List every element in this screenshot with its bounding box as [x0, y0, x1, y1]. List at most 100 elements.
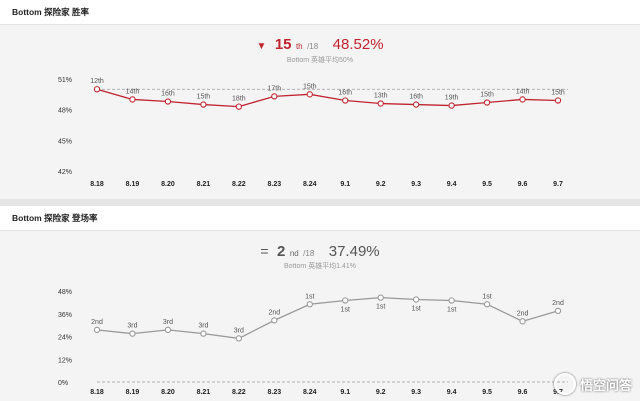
winrate-data-point	[200, 101, 207, 108]
winrate-x-tick-label: 9.3	[411, 181, 421, 188]
winrate-data-point	[129, 96, 136, 103]
winrate-x-tick-label: 9.2	[376, 181, 386, 188]
winrate-data-point	[164, 98, 172, 105]
pickrate-panel: Bottom 探险家 登场率 = 2 nd /18 37.49% Bottom …	[0, 206, 640, 399]
pickrate-rank-suffix: nd	[289, 249, 299, 258]
pickrate-x-tick-label: 8.20	[161, 389, 175, 396]
winrate-data-point	[413, 101, 420, 108]
pickrate-x-tick-label: 8.23	[267, 389, 281, 396]
winrate-panel: Bottom 探险家 胜率 ▼ 15 th /18 48.52% Bottom …	[0, 0, 640, 199]
winrate-data-point	[342, 97, 349, 104]
winrate-data-point	[519, 96, 526, 103]
pickrate-data-label: 1st	[447, 306, 456, 313]
watermark-logo-icon	[553, 373, 576, 395]
pickrate-x-tick-label: 9.5	[482, 389, 492, 396]
winrate-rank: 15	[274, 36, 292, 53]
winrate-data-label: 14th	[126, 88, 140, 95]
winrate-data-point	[483, 99, 491, 106]
pickrate-data-label: 3rd	[234, 327, 244, 334]
pickrate-data-point	[129, 330, 136, 337]
winrate-data-point	[93, 86, 101, 93]
pickrate-y-tick-label: 36%	[58, 312, 72, 319]
pickrate-data-point	[271, 317, 278, 324]
pickrate-data-point	[342, 297, 349, 304]
pickrate-data-point	[448, 297, 455, 304]
winrate-x-tick-label: 9.4	[447, 181, 457, 188]
winrate-x-tick-label: 9.5	[482, 181, 492, 188]
pickrate-panel-title: Bottom 探险家 登场率	[0, 206, 640, 231]
winrate-data-label: 16th	[409, 94, 423, 101]
winrate-data-point	[271, 93, 278, 100]
pickrate-x-tick-label: 8.18	[90, 389, 104, 396]
pickrate-value: 37.49%	[328, 243, 380, 260]
winrate-data-point	[377, 100, 384, 107]
pickrate-x-tick-label: 8.21	[197, 389, 211, 396]
pickrate-x-tick-label: 8.24	[303, 389, 317, 396]
pickrate-data-label: 3rd	[198, 323, 208, 330]
pickrate-data-label: 1st	[411, 306, 420, 313]
pickrate-data-label: 2nd	[517, 310, 529, 317]
winrate-x-tick-label: 9.6	[518, 181, 528, 188]
pickrate-data-point	[164, 326, 172, 334]
winrate-data-label: 15th	[480, 92, 494, 99]
pickrate-series-line	[96, 296, 559, 340]
pickrate-y-tick-label: 12%	[58, 357, 72, 364]
pickrate-y-tick-label: 24%	[58, 335, 72, 342]
winrate-data-label: 16th	[161, 90, 175, 97]
winrate-x-tick-label: 8.19	[126, 181, 140, 188]
pickrate-x-tick-label: 9.3	[411, 389, 421, 396]
pickrate-data-label: 1st	[482, 293, 491, 300]
winrate-data-label: 15th	[197, 94, 211, 101]
pickrate-rank-total: /18	[303, 249, 315, 258]
pickrate-data-point	[306, 301, 313, 308]
winrate-x-tick-label: 8.20	[161, 181, 175, 188]
winrate-rank-suffix: th	[295, 42, 303, 51]
watermark: 悟空问答	[553, 373, 632, 395]
winrate-y-tick-label: 51%	[58, 77, 72, 84]
pickrate-data-point	[413, 296, 420, 303]
pickrate-chart: 0% 12% 24% 36% 48% 8.18 8.19 8.20 8.21 8.22 8.23 8.…	[58, 289, 568, 396]
winrate-x-tick-label: 8.21	[197, 181, 211, 188]
winrate-data-point	[448, 102, 455, 109]
winrate-data-point	[235, 103, 242, 110]
down-triangle-icon: ▼	[256, 41, 267, 52]
pickrate-x-tick-label: 9.2	[376, 389, 386, 396]
winrate-data-label: 17th	[267, 85, 281, 92]
pickrate-data-label: 1st	[376, 304, 385, 311]
winrate-summary: ▼ 15 th /18 48.52%	[0, 31, 640, 59]
pickrate-data-point	[554, 307, 562, 315]
winrate-data-label: 14th	[516, 88, 530, 95]
pickrate-x-tick-label: 9.4	[447, 389, 457, 396]
pickrate-data-label: 2nd	[91, 319, 103, 326]
pickrate-x-tick-label: 9.6	[518, 389, 528, 396]
pickrate-data-point	[93, 326, 101, 334]
equals-icon: =	[260, 243, 269, 259]
pickrate-data-point	[377, 294, 384, 301]
winrate-x-tick-label: 8.23	[267, 181, 281, 188]
winrate-y-tick-label: 42%	[58, 169, 72, 176]
winrate-x-tick-label: 8.18	[90, 181, 104, 188]
winrate-data-label: 15th	[303, 83, 317, 90]
winrate-chart: 42% 45% 48% 51% 8.18 8.19 8.20 8.21 8.22 8.23 8.24…	[58, 77, 568, 188]
winrate-x-tick-label: 8.22	[232, 181, 246, 188]
pickrate-data-label: 3rd	[163, 319, 173, 326]
pickrate-average: Bottom 英雄平均1.41%	[284, 263, 356, 270]
winrate-data-label: 19th	[445, 95, 459, 102]
winrate-x-tick-label: 9.7	[553, 181, 563, 188]
winrate-y-tick-label: 48%	[58, 108, 72, 115]
winrate-data-label: 18th	[232, 96, 246, 103]
winrate-y-tick-label: 45%	[58, 138, 72, 145]
pickrate-summary: = 2 nd /18 37.49%	[0, 237, 640, 265]
winrate-data-point	[306, 91, 313, 98]
panel-divider	[0, 199, 640, 206]
pickrate-rank: 2	[277, 243, 286, 260]
pickrate-data-label: 2nd	[552, 300, 564, 307]
pickrate-data-point	[200, 330, 207, 337]
pickrate-y-tick-label: 48%	[58, 289, 72, 296]
pickrate-data-label: 2nd	[268, 309, 280, 316]
winrate-x-tick-label: 9.1	[340, 181, 350, 188]
pickrate-x-tick-label: 9.1	[340, 389, 350, 396]
pickrate-data-point	[235, 335, 242, 342]
watermark-text: 悟空问答	[579, 377, 632, 393]
winrate-value: 48.52%	[332, 36, 384, 53]
